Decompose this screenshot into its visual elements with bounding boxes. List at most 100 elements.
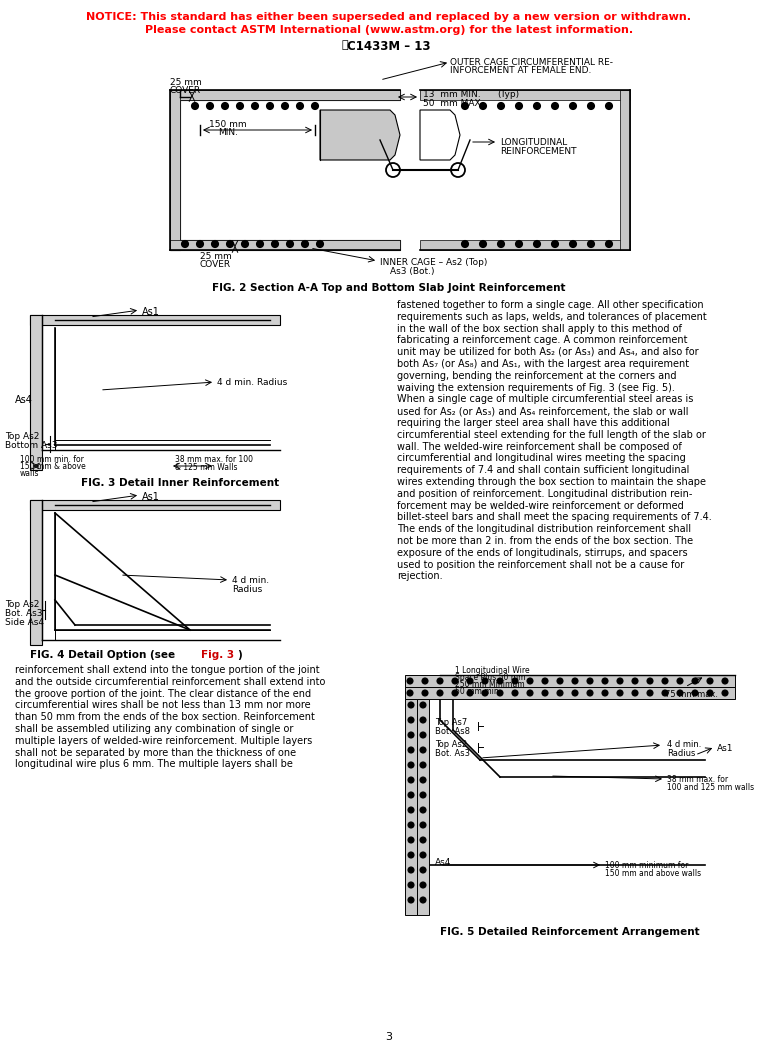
Circle shape <box>662 690 668 696</box>
Text: (Typ): (Typ) <box>497 90 519 99</box>
Circle shape <box>420 732 426 738</box>
Circle shape <box>408 852 414 858</box>
Text: Top As2: Top As2 <box>5 432 40 441</box>
Circle shape <box>572 690 578 696</box>
Circle shape <box>420 822 426 828</box>
Circle shape <box>677 678 683 684</box>
Circle shape <box>296 102 303 109</box>
Circle shape <box>534 102 541 109</box>
Circle shape <box>605 102 612 109</box>
Polygon shape <box>30 500 280 510</box>
Text: The ends of the longitudinal distribution reinforcement shall: The ends of the longitudinal distributio… <box>397 525 691 534</box>
Text: circumferential and longitudinal wires meeting the spacing: circumferential and longitudinal wires m… <box>397 454 685 463</box>
Circle shape <box>420 717 426 723</box>
Text: Bot. As3: Bot. As3 <box>435 750 470 758</box>
Polygon shape <box>30 315 280 325</box>
Circle shape <box>422 690 428 696</box>
Text: 13  mm MIN.: 13 mm MIN. <box>423 90 481 99</box>
Polygon shape <box>417 699 429 915</box>
Circle shape <box>516 240 523 248</box>
Text: waiving the extension requirements of Fig. 3 (see Fig. 5).: waiving the extension requirements of Fi… <box>397 383 675 392</box>
Circle shape <box>552 240 559 248</box>
Circle shape <box>527 690 533 696</box>
Text: 50  mm MAX.: 50 mm MAX. <box>423 99 483 108</box>
Circle shape <box>408 897 414 903</box>
Circle shape <box>602 690 608 696</box>
Text: both As₇ (or As₈) and As₁, with the largest area requirement: both As₇ (or As₈) and As₁, with the larg… <box>397 359 689 369</box>
Circle shape <box>420 702 426 708</box>
Text: FIG. 3 Detail Inner Reinforcement: FIG. 3 Detail Inner Reinforcement <box>81 478 279 488</box>
Circle shape <box>437 690 443 696</box>
Text: 75 mm max.: 75 mm max. <box>665 690 718 699</box>
Circle shape <box>707 678 713 684</box>
Circle shape <box>587 240 594 248</box>
Text: shall not be separated by more than the thickness of one: shall not be separated by more than the … <box>15 747 296 758</box>
Text: 150 mm & above: 150 mm & above <box>20 462 86 471</box>
Text: circumferential wires shall be not less than 13 mm nor more: circumferential wires shall be not less … <box>15 701 310 710</box>
Text: As4: As4 <box>435 858 451 867</box>
Circle shape <box>527 678 533 684</box>
Circle shape <box>420 897 426 903</box>
Text: unit may be utilized for both As₂ (or As₃) and As₄, and also for: unit may be utilized for both As₂ (or As… <box>397 348 699 357</box>
Text: requirements such as laps, welds, and tolerances of placement: requirements such as laps, welds, and to… <box>397 312 706 322</box>
Circle shape <box>408 717 414 723</box>
Circle shape <box>286 240 293 248</box>
Circle shape <box>602 678 608 684</box>
Circle shape <box>677 690 683 696</box>
Polygon shape <box>170 240 400 250</box>
Polygon shape <box>420 240 630 250</box>
Circle shape <box>497 678 503 684</box>
Text: governing, bending the reinforcement at the corners and: governing, bending the reinforcement at … <box>397 371 677 381</box>
Circle shape <box>422 678 428 684</box>
Circle shape <box>420 792 426 798</box>
Circle shape <box>482 690 488 696</box>
Circle shape <box>452 690 458 696</box>
Circle shape <box>605 240 612 248</box>
Text: Top As7: Top As7 <box>435 718 468 727</box>
Text: LONGITUDINAL: LONGITUDINAL <box>500 138 567 147</box>
Circle shape <box>497 240 504 248</box>
Circle shape <box>408 747 414 753</box>
Circle shape <box>617 690 623 696</box>
Text: INNER CAGE – As2 (Top): INNER CAGE – As2 (Top) <box>380 258 487 266</box>
Polygon shape <box>405 675 735 687</box>
Text: 3: 3 <box>386 1032 392 1041</box>
Text: MIN.: MIN. <box>218 128 238 137</box>
Circle shape <box>497 102 504 109</box>
Circle shape <box>420 807 426 813</box>
Circle shape <box>420 762 426 768</box>
Text: reinforcement shall extend into the tongue portion of the joint: reinforcement shall extend into the tong… <box>15 665 320 675</box>
Circle shape <box>408 702 414 708</box>
Text: 25 mm: 25 mm <box>200 252 232 261</box>
Polygon shape <box>420 110 460 160</box>
Circle shape <box>587 678 593 684</box>
Circle shape <box>647 678 653 684</box>
Text: 4 d min.: 4 d min. <box>667 740 702 750</box>
Circle shape <box>222 102 229 109</box>
Circle shape <box>552 102 559 109</box>
Polygon shape <box>170 90 400 100</box>
Polygon shape <box>420 90 630 100</box>
Text: When a single cage of multiple circumferential steel areas is: When a single cage of multiple circumfer… <box>397 395 693 404</box>
Text: 100 mm min. for: 100 mm min. for <box>20 455 84 464</box>
Circle shape <box>479 240 486 248</box>
Text: Top As2: Top As2 <box>435 740 467 750</box>
Circle shape <box>408 822 414 828</box>
Circle shape <box>479 102 486 109</box>
Text: COVER: COVER <box>200 260 231 269</box>
Text: Bot. As3: Bot. As3 <box>5 609 43 618</box>
Circle shape <box>467 690 473 696</box>
Circle shape <box>408 792 414 798</box>
Polygon shape <box>405 699 417 915</box>
Circle shape <box>420 882 426 888</box>
Circle shape <box>632 678 638 684</box>
Circle shape <box>572 678 578 684</box>
Polygon shape <box>620 90 630 250</box>
Circle shape <box>257 240 264 248</box>
Text: 38 mm max. for: 38 mm max. for <box>667 775 728 784</box>
Circle shape <box>408 777 414 783</box>
Circle shape <box>534 240 541 248</box>
Text: the groove portion of the joint. The clear distance of the end: the groove portion of the joint. The cle… <box>15 688 311 699</box>
Circle shape <box>407 678 413 684</box>
Text: As1: As1 <box>142 307 159 318</box>
